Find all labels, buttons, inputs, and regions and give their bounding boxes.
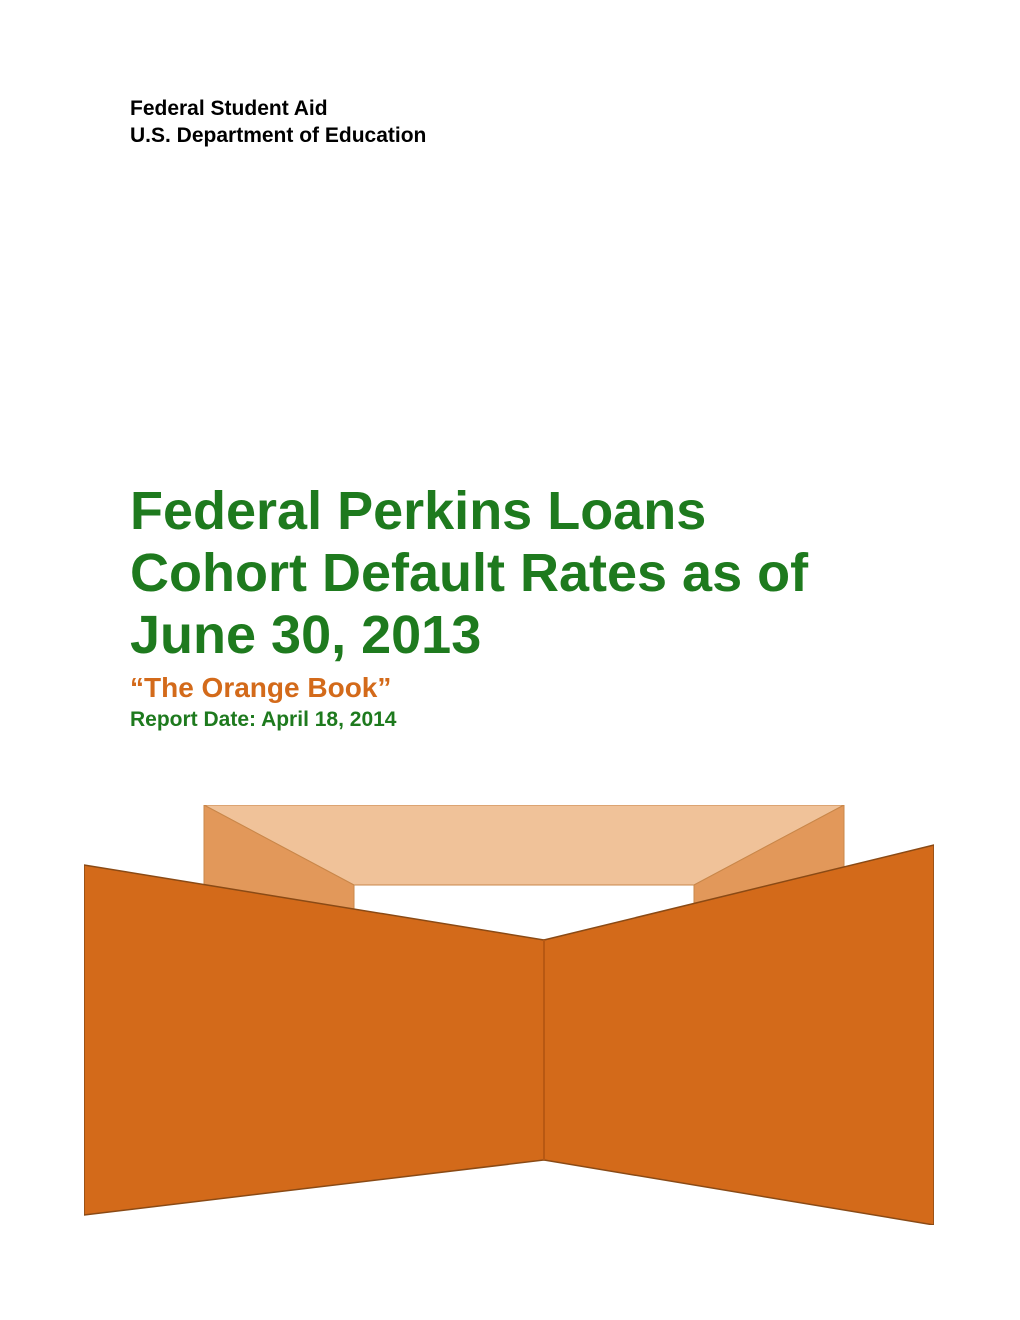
decorative-graphic	[84, 805, 934, 1225]
main-title: Federal Perkins Loans Cohort Default Rat…	[130, 480, 890, 666]
header-department: U.S. Department of Education	[130, 122, 426, 149]
front-panel-left	[84, 865, 544, 1215]
front-panel-right	[544, 845, 934, 1225]
report-date: Report Date: April 18, 2014	[130, 708, 890, 732]
header-agency: Federal Student Aid	[130, 95, 426, 122]
title-block: Federal Perkins Loans Cohort Default Rat…	[130, 480, 890, 732]
subtitle: “The Orange Book”	[130, 672, 890, 704]
box-ribbon-svg	[84, 805, 934, 1225]
header-block: Federal Student Aid U.S. Department of E…	[130, 95, 426, 150]
